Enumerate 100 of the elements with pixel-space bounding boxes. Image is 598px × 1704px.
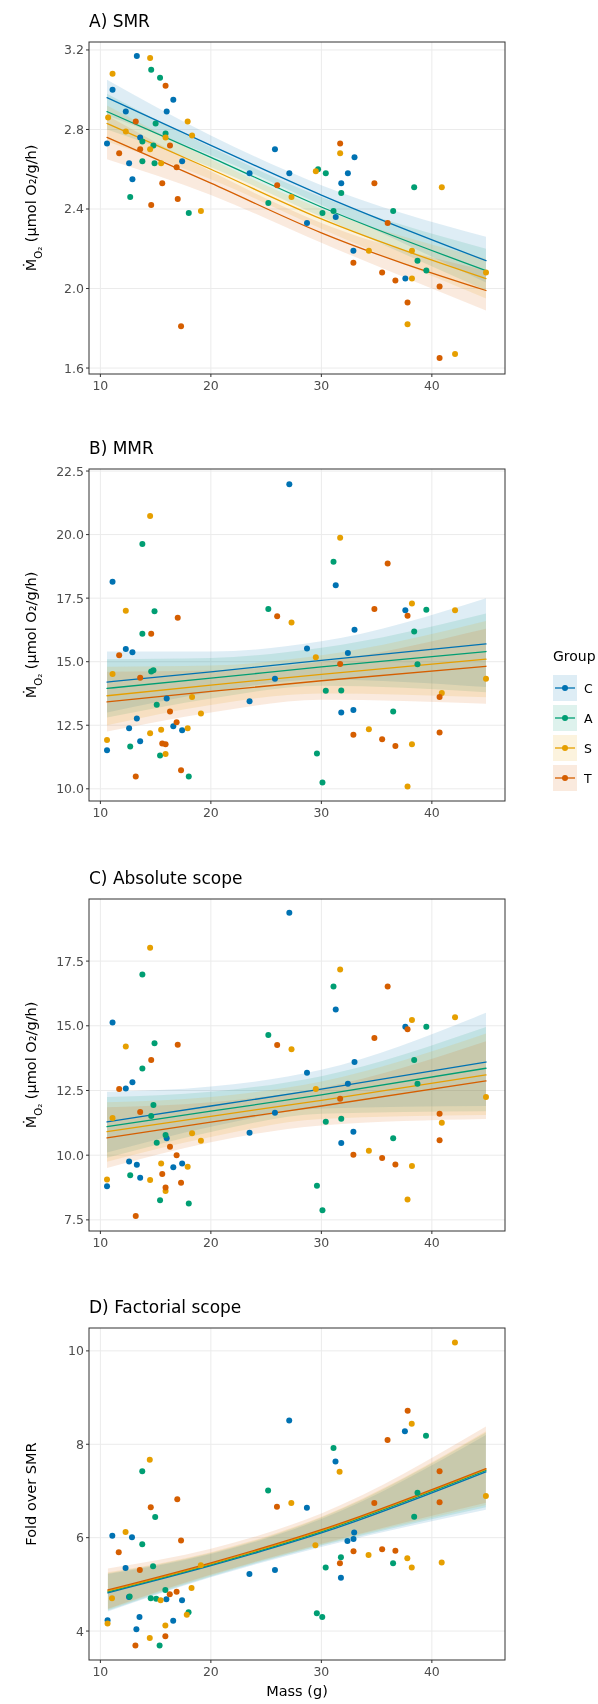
point: [288, 1046, 295, 1053]
point: [371, 1034, 378, 1041]
point: [408, 1163, 415, 1170]
point: [304, 1069, 310, 1076]
point: [129, 649, 136, 656]
point: [379, 1155, 386, 1162]
point: [404, 1407, 411, 1414]
point: [408, 600, 415, 607]
point: [157, 752, 164, 759]
point: [351, 1529, 358, 1536]
point: [390, 1135, 397, 1142]
point: [174, 196, 181, 203]
x-tick-label: 40: [423, 805, 440, 820]
point: [411, 628, 418, 635]
point: [127, 743, 134, 750]
point: [319, 1207, 326, 1214]
legend-label: S: [584, 741, 592, 756]
point: [337, 660, 344, 667]
point: [173, 1152, 180, 1159]
point: [153, 1139, 160, 1146]
point: [153, 1595, 160, 1602]
point: [313, 1182, 320, 1189]
y-tick-label: 2.0: [64, 281, 85, 297]
point: [162, 1622, 169, 1629]
point: [105, 114, 112, 121]
point: [104, 1176, 111, 1183]
y-tick-label: 10: [68, 1343, 85, 1359]
point: [174, 614, 181, 621]
point: [159, 180, 166, 187]
point: [139, 971, 146, 978]
point: [350, 1128, 357, 1135]
point: [365, 1147, 372, 1154]
x-tick-label: 10: [92, 1664, 109, 1679]
point: [127, 1172, 134, 1179]
point: [286, 481, 293, 488]
point: [414, 257, 421, 264]
chart-title: B) MMR: [89, 438, 155, 458]
y-tick-label: 15.0: [56, 1018, 85, 1034]
point: [319, 1614, 326, 1621]
point: [126, 1158, 133, 1165]
point: [178, 1179, 185, 1186]
point: [390, 1560, 397, 1567]
point: [304, 219, 310, 226]
point: [157, 74, 164, 81]
point: [332, 1006, 339, 1013]
line-series: [106, 650, 487, 690]
y-tick-label: 17.5: [56, 953, 84, 969]
line-series: [106, 658, 487, 697]
point: [246, 1129, 253, 1136]
y-tick-label: 1.6: [64, 360, 85, 376]
point: [286, 170, 293, 177]
point: [371, 606, 378, 613]
point: [197, 1137, 204, 1144]
point: [408, 275, 415, 282]
point: [129, 176, 136, 183]
y-tick-label: 22.5: [56, 463, 84, 479]
legend-label: T: [583, 771, 592, 786]
point: [150, 1101, 157, 1108]
point: [147, 944, 154, 951]
point: [133, 715, 140, 722]
point: [338, 190, 345, 197]
x-tick-label: 30: [313, 805, 330, 820]
point: [338, 1140, 345, 1147]
point: [246, 1571, 253, 1578]
point: [271, 675, 278, 682]
point: [379, 1546, 386, 1553]
point: [126, 160, 133, 167]
point: [408, 1420, 415, 1427]
point: [404, 299, 411, 306]
y-tick-label: 7.5: [64, 1212, 84, 1228]
point: [404, 1196, 411, 1203]
x-tick-label: 20: [202, 805, 219, 820]
point: [338, 687, 345, 694]
point: [438, 184, 445, 191]
point: [128, 1534, 135, 1541]
point: [274, 1041, 281, 1048]
point: [319, 209, 326, 216]
point: [139, 630, 146, 637]
point: [303, 1504, 310, 1511]
y-tick-label: 12.5: [56, 1082, 84, 1098]
point: [178, 1537, 185, 1544]
y-tick-label: 15.0: [56, 654, 85, 670]
point: [173, 164, 180, 171]
point: [322, 170, 329, 177]
point: [132, 773, 139, 780]
point: [147, 1595, 154, 1602]
point: [332, 582, 339, 589]
point: [404, 612, 411, 619]
point: [166, 142, 173, 149]
point: [116, 150, 123, 157]
x-tick-label: 40: [423, 1235, 440, 1250]
chart-title: C) Absolute scope: [89, 868, 243, 888]
point: [179, 1597, 186, 1604]
point: [170, 723, 177, 730]
point: [365, 726, 372, 733]
x-tick-label: 10: [92, 1235, 109, 1250]
point: [122, 108, 129, 115]
point: [150, 1563, 157, 1570]
point: [438, 1559, 445, 1566]
x-tick-label: 30: [313, 1664, 330, 1679]
